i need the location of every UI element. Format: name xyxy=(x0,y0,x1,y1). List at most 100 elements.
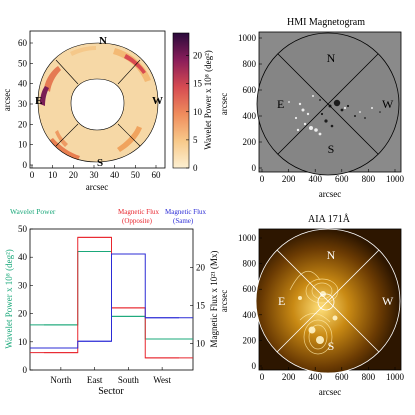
ring-x-ticks: 0 10 20 30 40 50 60 xyxy=(30,165,161,180)
hmi-limb xyxy=(256,32,400,176)
hmi-sector-line-2 xyxy=(277,53,379,155)
aia-y-tick-label: 0 xyxy=(252,361,257,371)
hmi-x-tick-label: 0 xyxy=(260,174,265,184)
aia-inner-ring xyxy=(317,293,335,311)
colorbar-tick-label: 10 xyxy=(193,107,203,117)
hmi-ylabel: arcsec xyxy=(219,93,229,115)
hmi-y-ticks: 0 200 400 600 800 1000 xyxy=(238,33,262,173)
ring-y-tick-label: 20 xyxy=(18,119,28,129)
legend-flux-opposite-1: Magnetic Flux xyxy=(118,208,160,216)
aia-y-tick-label: 600 xyxy=(243,284,257,294)
sector-left-ticks: 0 10 20 30 40 50 xyxy=(18,224,33,375)
ring-y-tick-label: 10 xyxy=(18,140,28,150)
legend-flux-same-1: Magnetic Flux xyxy=(165,208,207,216)
aia-x-tick-label: 0 xyxy=(260,372,265,382)
aia-x-tick-label: 400 xyxy=(308,372,322,382)
ring-label-e: E xyxy=(35,95,42,107)
colorbar-tick-label: 15 xyxy=(193,79,203,89)
hmi-x-tick-label: 200 xyxy=(282,174,296,184)
hmi-x-tick-label: 800 xyxy=(362,174,376,184)
aia-sector-line-2 xyxy=(276,249,380,353)
ring-x-tick-label: 50 xyxy=(131,170,141,180)
aia-x-tick-label: 600 xyxy=(335,372,349,382)
hmi-y-tick-label: 400 xyxy=(243,111,257,121)
legend-flux-opposite-2: (Opposite) xyxy=(122,217,153,225)
ring-y-ticks: 0 10 20 30 40 50 60 xyxy=(18,38,33,170)
hmi-x-tick-label: 600 xyxy=(335,174,349,184)
hmi-label-e: E xyxy=(277,97,284,111)
ring-x-tick-label: 0 xyxy=(30,170,35,180)
aia-y-ticks: 0 200 400 600 800 1000 xyxy=(238,233,262,371)
sector-ylabel-left: Wavelet Power x 10⁸ (deg²) xyxy=(4,249,14,349)
ring-y-tick-label: 0 xyxy=(23,160,28,170)
hmi-panel: HMI Magnetogram N S E W 0 200 400 600 xyxy=(219,17,405,199)
ring-label-n: N xyxy=(99,35,107,47)
aia-y-tick-label: 200 xyxy=(243,335,257,345)
sector-category-south: South xyxy=(118,375,140,385)
ring-xlabel: arcsec xyxy=(86,182,108,192)
aia-x-tick-label: 200 xyxy=(282,372,296,382)
hmi-label-w: W xyxy=(382,97,394,111)
colorbar-tick-label: 20 xyxy=(193,51,203,61)
ring-label-s: S xyxy=(97,157,103,169)
aia-x-tick-label: 1000 xyxy=(386,372,405,382)
colorbar xyxy=(172,32,190,169)
ring-annulus xyxy=(37,42,159,163)
ring-y-tick-label: 60 xyxy=(18,38,28,48)
colorbar-tick-label: 0 xyxy=(193,163,198,173)
ring-x-tick-label: 60 xyxy=(152,170,162,180)
aia-label-s: S xyxy=(328,339,335,353)
sector-category-east: East xyxy=(87,375,103,385)
ring-y-tick-label: 30 xyxy=(18,99,28,109)
sector-left-tick-label: 40 xyxy=(18,252,28,262)
sector-x-ticks: North East South West xyxy=(50,367,172,385)
aia-ylabel: arcsec xyxy=(219,290,229,312)
sector-plot xyxy=(30,236,193,359)
hmi-label-s: S xyxy=(328,142,335,156)
legend-flux-same-2: (Same) xyxy=(173,217,194,225)
aia-y-tick-label: 1000 xyxy=(238,233,257,243)
aia-limb xyxy=(255,228,401,374)
hmi-y-tick-label: 200 xyxy=(243,137,257,147)
legend-wavelet: Wavelet Power xyxy=(10,207,56,216)
hmi-y-tick-label: 0 xyxy=(252,163,257,173)
hmi-x-tick-label: 400 xyxy=(308,174,322,184)
ring-y-tick-label: 50 xyxy=(18,58,28,68)
hmi-y-tick-label: 800 xyxy=(243,59,257,69)
aia-panel: AIA 171Å N S E W 0 200 400 600 800 1000 xyxy=(219,213,405,397)
ring-y-tick-label: 40 xyxy=(18,79,28,89)
ring-ylabel: arcsec xyxy=(2,89,12,111)
sector-xlabel: Sector xyxy=(98,386,124,397)
aia-label-n: N xyxy=(327,248,336,262)
aia-title: AIA 171Å xyxy=(308,213,351,225)
sector-panel: Wavelet Power Magnetic Flux (Opposite) M… xyxy=(4,207,219,397)
hmi-title: HMI Magnetogram xyxy=(287,17,365,28)
sector-left-tick-label: 20 xyxy=(18,309,28,319)
ring-x-tick-label: 20 xyxy=(69,170,79,180)
hmi-x-ticks: 0 200 400 600 800 1000 xyxy=(260,169,405,184)
ring-x-tick-label: 10 xyxy=(48,170,58,180)
sector-ylabel-right: Magnetic Flux x 10²¹ (Mx) xyxy=(209,251,219,348)
hmi-y-tick-label: 1000 xyxy=(238,33,257,43)
aia-y-tick-label: 800 xyxy=(243,259,257,269)
aia-xlabel: arcsec xyxy=(319,387,341,397)
hmi-x-tick-label: 1000 xyxy=(386,174,405,184)
aia-y-tick-label: 400 xyxy=(243,310,257,320)
aia-label-e: E xyxy=(278,294,285,308)
ring-x-tick-label: 40 xyxy=(110,170,120,180)
colorbar-tick-label: 5 xyxy=(193,135,198,145)
sector-right-tick-label: 20 xyxy=(196,263,206,273)
ring-x-tick-label: 30 xyxy=(90,170,100,180)
sector-left-tick-label: 50 xyxy=(18,224,28,234)
sector-left-tick-label: 0 xyxy=(23,365,28,375)
hmi-label-n: N xyxy=(327,51,336,65)
colorbar-label: Wavelet Power x 10⁸ (deg²) xyxy=(203,50,213,150)
ring-label-w: W xyxy=(152,95,163,107)
sector-category-north: North xyxy=(50,375,71,385)
sector-right-tick-label: 10 xyxy=(196,338,206,348)
sector-right-tick-label: 15 xyxy=(196,301,206,311)
sector-left-tick-label: 30 xyxy=(18,280,28,290)
hmi-xlabel: arcsec xyxy=(319,189,341,199)
